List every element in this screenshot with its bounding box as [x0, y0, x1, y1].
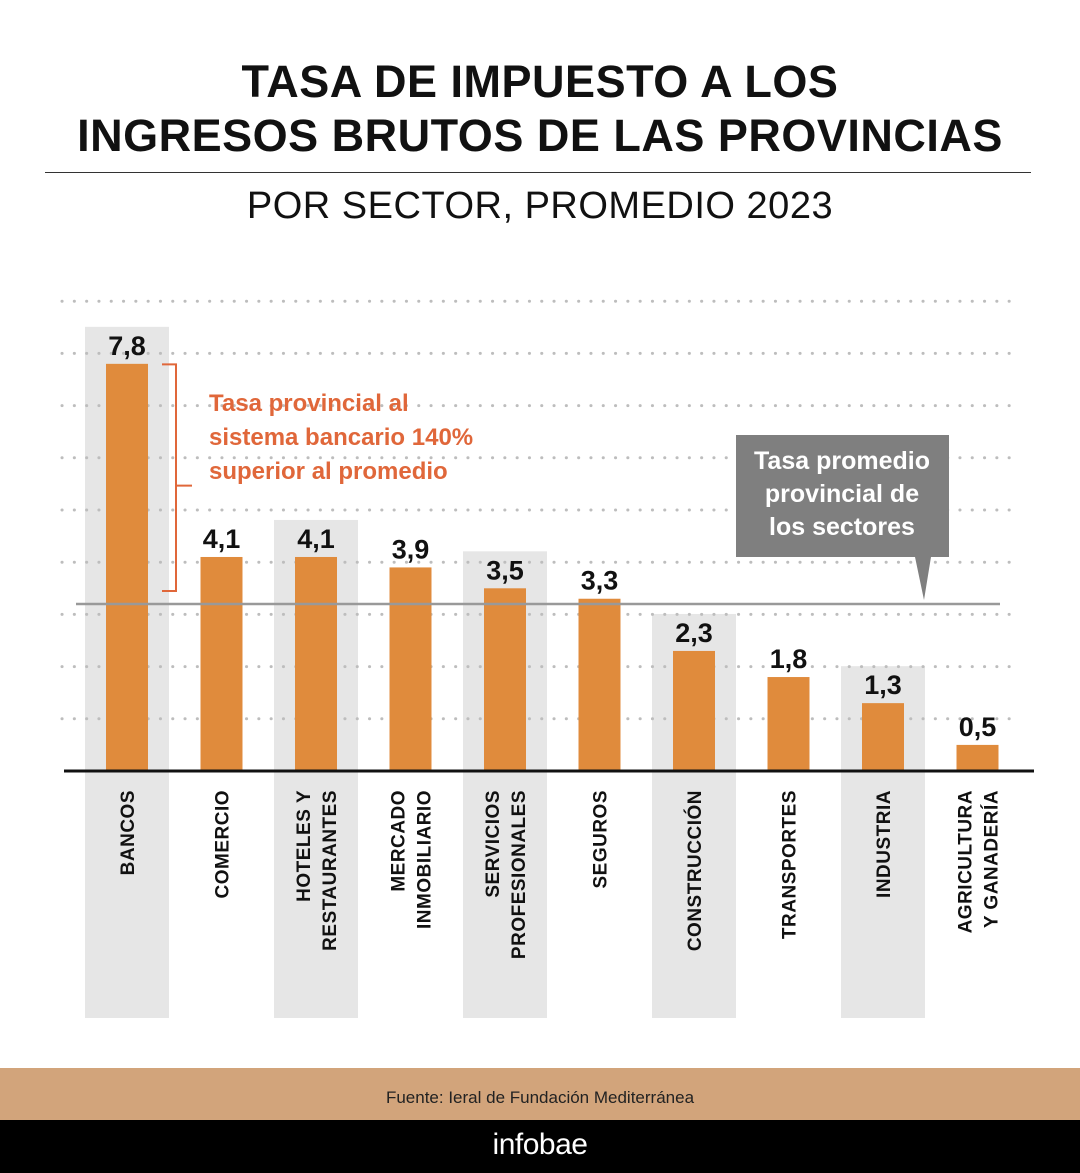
bar-value-label: 7,8: [108, 331, 146, 361]
bar-value-label: 4,1: [297, 524, 335, 554]
category-label-line: AGRICULTURA: [956, 790, 977, 933]
bar: [578, 598, 621, 771]
bar: [200, 556, 243, 771]
source-text: Fuente: Ieral de Fundación Mediterránea: [385, 1088, 695, 1107]
bar: [389, 567, 432, 771]
category-label-line: RESTAURANTES: [320, 790, 341, 951]
category-label: HOTELES Y RESTAURANTES: [294, 790, 341, 951]
category-label-line: CONSTRUCCIÓN: [684, 790, 706, 951]
bar-value-label: 3,3: [581, 566, 619, 596]
average-callout-text: Tasa promedio: [754, 447, 930, 475]
category-label: SERVICIOS PROFESIONALES: [483, 790, 530, 959]
bank-annotation-text: Tasa provincial al: [209, 390, 409, 417]
average-callout-text: provincial de: [765, 480, 919, 508]
bar: [106, 363, 148, 771]
brand-logo: infobae: [492, 1128, 588, 1161]
bar-value-label: 4,1: [203, 524, 241, 554]
bar-value-label: 3,5: [486, 555, 524, 585]
bank-annotation-text: superior al promedio: [209, 458, 448, 485]
bracket-annotation: [162, 363, 192, 592]
bar-value-label: 2,3: [675, 618, 713, 648]
bar-value-label: 3,9: [392, 534, 430, 564]
bar: [862, 703, 904, 771]
bar: [956, 744, 999, 771]
bar-chart: 7,8 BANCOS 4,1 COMERCIO 4,1 HOTELES Y RESTAURA…: [60, 299, 1034, 1019]
category-label-line: BANCOS: [118, 790, 139, 875]
bar-value-label: 1,8: [770, 644, 808, 674]
title-divider: [45, 172, 1031, 173]
bar: [767, 677, 810, 771]
category-label-line: SERVICIOS: [483, 790, 504, 898]
category-label-line: INMOBILIARIO: [415, 790, 436, 929]
category-label-line: TRANSPORTES: [780, 790, 801, 939]
average-callout-box: [736, 435, 949, 600]
category-label-line: HOTELES Y: [294, 790, 315, 902]
category-label: AGRICULTURA Y GANADERÍA: [956, 790, 1003, 933]
category-label-line: COMERCIO: [213, 790, 234, 899]
bar-value-label: 0,5: [959, 712, 997, 742]
category-label-line: SEGUROS: [591, 790, 612, 889]
chart-title-line-1: TASA DE IMPUESTO A LOS: [241, 56, 839, 107]
average-callout-text: los sectores: [769, 513, 915, 541]
category-label-line: PROFESIONALES: [509, 790, 530, 959]
bar-value-label: 1,3: [864, 670, 902, 700]
category-label-line: MERCADO: [389, 790, 410, 892]
category-label: TRANSPORTES: [780, 790, 801, 939]
category-label: CONSTRUCCIÓN: [684, 790, 706, 951]
category-label: BANCOS: [118, 790, 139, 875]
chart-subtitle: POR SECTOR, PROMEDIO 2023: [246, 185, 834, 227]
category-label-line: Y GANADERÍA: [981, 790, 1003, 928]
source-band: [0, 1068, 1080, 1120]
bar: [673, 650, 715, 771]
category-label-line: INDUSTRIA: [874, 790, 895, 898]
bar: [484, 588, 526, 771]
category-label: INDUSTRIA: [874, 790, 895, 898]
category-label: SEGUROS: [591, 790, 612, 889]
bar: [295, 556, 337, 771]
brand-band: [0, 1120, 1080, 1173]
category-label: MERCADO INMOBILIARIO: [389, 790, 436, 929]
category-label: COMERCIO: [213, 790, 234, 899]
chart-title-line-2: INGRESOS BRUTOS DE LAS PROVINCIAS: [77, 110, 1003, 161]
bank-annotation-text: sistema bancario 140%: [209, 424, 473, 451]
